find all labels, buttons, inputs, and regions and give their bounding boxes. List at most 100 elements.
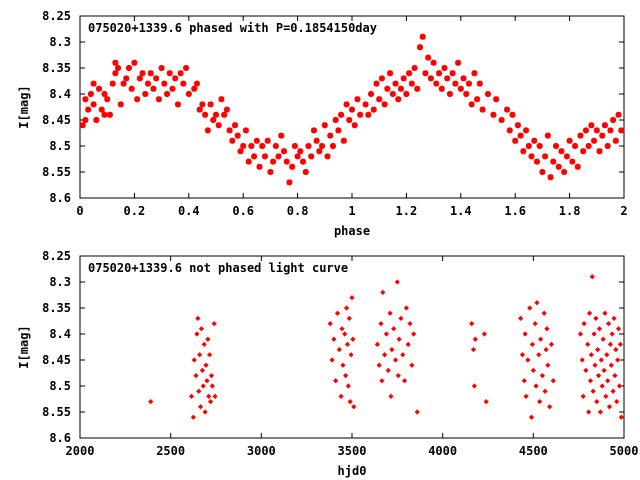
- phased-x-tick-label: 1.6: [504, 204, 526, 218]
- phased-data-point: [109, 80, 116, 87]
- unphased-data-point: [586, 409, 592, 415]
- phased-data-point: [485, 91, 491, 97]
- phased-data-point: [536, 143, 543, 149]
- unphased-y-tick-label: 8.55: [42, 405, 71, 419]
- unphased-data-point: [604, 352, 610, 358]
- phased-data-point: [493, 96, 500, 103]
- unphased-data-point: [612, 372, 618, 379]
- unphased-data-point: [580, 393, 586, 400]
- phased-data-point: [185, 91, 192, 97]
- unphased-data-point: [599, 383, 605, 389]
- unphased-data-point: [544, 326, 550, 332]
- phased-data-point: [427, 75, 434, 82]
- phased-data-point: [430, 59, 437, 66]
- phased-data-point: [446, 91, 453, 97]
- phased-data-point: [90, 80, 97, 87]
- phased-data-point: [373, 80, 380, 87]
- unphased-data-point: [339, 326, 345, 332]
- unphased-x-tick-label: 3000: [247, 444, 276, 458]
- unphased-data-point: [387, 310, 393, 316]
- phased-data-point: [555, 163, 562, 170]
- phased-data-point: [242, 127, 249, 134]
- unphased-light-curve-chart: 2000 2500 3000 3500 4000 4500 5000 8.25 8.3 8.35 8…: [17, 249, 638, 478]
- phased-data-point: [577, 132, 584, 139]
- phased-x-tick-label: 0.6: [232, 204, 254, 218]
- phased-data-point: [204, 127, 211, 134]
- unphased-data-point: [605, 320, 612, 327]
- unphased-data-point: [522, 331, 528, 337]
- phased-data-point: [229, 137, 236, 144]
- phased-data-point: [213, 111, 219, 118]
- unphased-data-point: [530, 367, 536, 374]
- phased-data-point: [512, 137, 519, 144]
- unphased-data-point: [609, 331, 615, 337]
- phased-data-point: [232, 122, 239, 129]
- phased-data-point: [82, 96, 89, 103]
- unphased-data-point: [588, 352, 594, 358]
- unphased-data-point: [378, 320, 384, 327]
- phased-y-axis-label: I[mag]: [17, 85, 31, 128]
- phased-data-point: [302, 169, 309, 175]
- phased-data-point: [384, 85, 391, 92]
- unphased-data-point: [528, 414, 535, 420]
- phased-data-point: [226, 127, 233, 134]
- unphased-data-point: [342, 331, 348, 337]
- phased-data-point: [438, 85, 445, 92]
- unphased-data-point: [481, 331, 487, 337]
- unphased-data-point: [205, 336, 211, 342]
- phased-data-point: [539, 169, 546, 175]
- unphased-data-point: [615, 357, 621, 363]
- phased-light-curve-chart: 0 0.2 0.4 0.6 0.8 1 1.2 1.4 1.6 1.8 2 8.25 8.3 8.35 8.…: [17, 9, 628, 238]
- unphased-data-point: [598, 357, 604, 363]
- phased-data-point: [588, 122, 595, 129]
- unphased-data-point: [347, 398, 353, 405]
- unphased-data-point: [394, 279, 400, 285]
- phased-data-point: [294, 153, 301, 160]
- phased-data-point: [120, 80, 127, 87]
- unphased-data-point: [343, 305, 350, 311]
- unphased-data-point: [595, 372, 602, 379]
- phased-data-point: [514, 122, 521, 129]
- phased-data-point: [490, 111, 497, 118]
- unphased-data-point: [405, 341, 411, 348]
- unphased-data-point: [545, 362, 551, 368]
- unphased-data-point: [411, 331, 417, 337]
- phased-data-point: [145, 80, 151, 87]
- unphased-data-point: [548, 341, 555, 348]
- unphased-data-point: [407, 320, 413, 327]
- unphased-data-point: [534, 300, 540, 306]
- phased-y-tick-label: 8.4: [49, 87, 71, 101]
- unphased-data-point: [472, 336, 478, 342]
- phased-data-point: [441, 65, 448, 71]
- phased-data-point: [218, 96, 225, 103]
- phased-data-point: [465, 80, 472, 87]
- phased-data-point: [411, 65, 418, 71]
- unphased-data-point: [614, 398, 620, 405]
- unphased-data-point: [395, 372, 401, 379]
- phased-data-point: [117, 101, 124, 108]
- unphased-data-point: [392, 357, 399, 363]
- phased-data-point: [128, 85, 135, 92]
- phased-data-point: [139, 70, 146, 77]
- phased-data-point: [349, 106, 355, 113]
- unphased-data-point: [529, 341, 536, 348]
- phased-data-point: [433, 80, 440, 87]
- unphased-data-point: [204, 378, 210, 384]
- phased-data-point: [563, 153, 570, 160]
- unphased-data-point: [593, 315, 599, 322]
- unphased-x-tick-label: 4500: [519, 444, 548, 458]
- phased-data-point: [351, 122, 358, 129]
- unphased-data-point: [333, 378, 339, 384]
- phased-x-tick-label: 1.2: [396, 204, 418, 218]
- unphased-data-point: [539, 372, 546, 379]
- phased-data-point: [479, 106, 486, 113]
- unphased-data-point: [610, 388, 616, 394]
- phased-data-point: [283, 158, 290, 165]
- unphased-data-point: [344, 341, 351, 348]
- phased-data-point: [202, 111, 209, 118]
- phased-data-point: [368, 91, 375, 97]
- phased-data-point: [316, 148, 323, 155]
- unphased-data-point: [197, 404, 204, 410]
- unphased-data-point: [518, 315, 524, 322]
- phased-data-point: [90, 101, 97, 108]
